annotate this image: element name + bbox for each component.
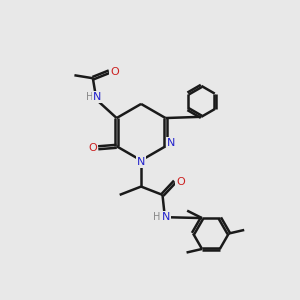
Text: N: N bbox=[162, 212, 170, 222]
Text: O: O bbox=[88, 143, 97, 153]
Text: N: N bbox=[93, 92, 101, 102]
Text: O: O bbox=[110, 67, 119, 77]
Text: H: H bbox=[153, 212, 160, 222]
Text: H: H bbox=[86, 92, 94, 102]
Text: N: N bbox=[137, 157, 145, 167]
Text: O: O bbox=[176, 176, 185, 187]
Text: N: N bbox=[167, 138, 175, 148]
